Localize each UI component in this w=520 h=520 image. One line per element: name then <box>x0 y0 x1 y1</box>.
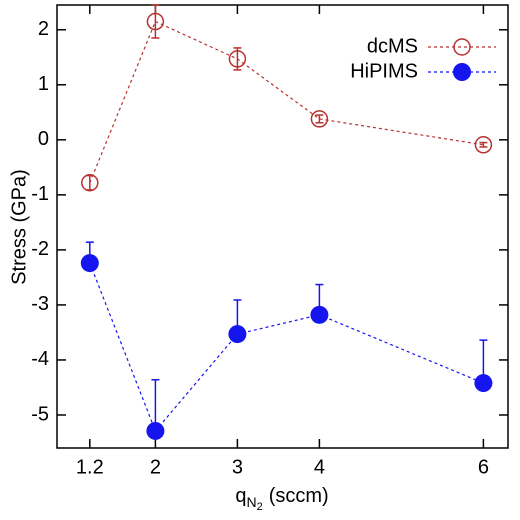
marker <box>474 136 493 154</box>
marker <box>80 254 99 273</box>
marker <box>228 50 247 68</box>
legend-marker <box>453 38 471 56</box>
y-axis-label: Stress (GPa) <box>8 169 30 285</box>
marker <box>310 110 329 128</box>
plot-frame <box>56 4 509 449</box>
legend-label: dcMS <box>367 35 418 57</box>
error-bar <box>151 4 160 39</box>
x-label-sub: N <box>246 494 256 510</box>
marker <box>228 325 247 344</box>
y-tick-label: 0 <box>38 128 49 150</box>
legend-marker <box>453 63 471 81</box>
x-label-subsub: 2 <box>257 501 263 513</box>
y-tick-label: -5 <box>31 403 49 425</box>
y-tick-label: -4 <box>31 348 49 370</box>
x-tick-label: 1.2 <box>76 456 104 478</box>
series-line <box>89 262 484 433</box>
error-bar <box>85 174 94 191</box>
legend-label: HiPIMS <box>350 60 418 82</box>
series-line <box>89 20 484 183</box>
y-tick-label: -1 <box>31 183 49 205</box>
y-tick-label: -2 <box>31 238 49 260</box>
error-bar <box>479 141 488 148</box>
x-label-base: q <box>235 485 246 507</box>
x-tick-label: 3 <box>232 456 243 478</box>
y-tick-label: 2 <box>38 18 49 40</box>
marker <box>474 374 493 393</box>
marker <box>146 12 165 31</box>
marker <box>310 305 329 324</box>
x-tick-label: 2 <box>150 456 161 478</box>
x-tick-label: 4 <box>314 456 325 478</box>
y-tick-label: -3 <box>31 293 49 315</box>
marker <box>146 421 165 440</box>
error-bar <box>315 114 324 124</box>
x-axis-label: qN2 (sccm) <box>235 485 328 513</box>
x-tick-label: 6 <box>478 456 489 478</box>
x-label-unit: (sccm) <box>269 485 329 507</box>
marker <box>81 174 99 192</box>
y-tick-label: 1 <box>38 73 49 95</box>
